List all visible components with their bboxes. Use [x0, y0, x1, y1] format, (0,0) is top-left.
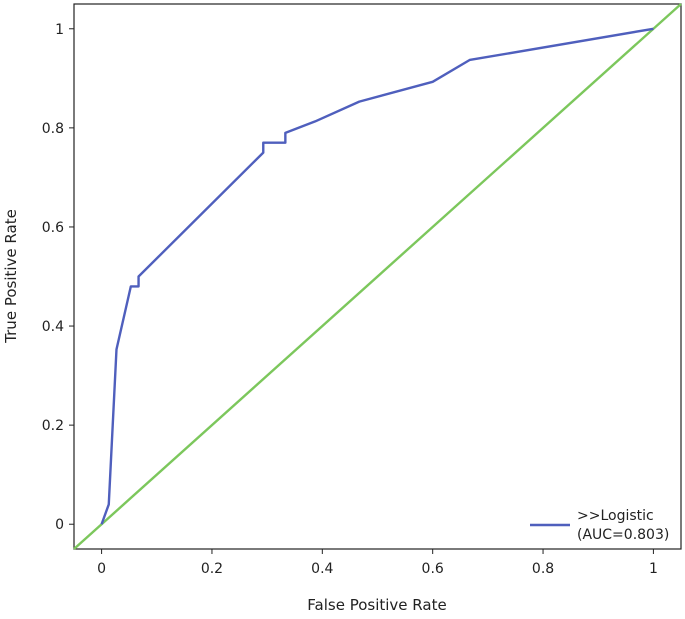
y-axis-label: True Positive Rate	[2, 209, 20, 344]
y-axis-ticks: 0 0.2 0.4 0.6 0.8 1	[42, 22, 74, 533]
roc-curve-logistic	[100, 27, 654, 525]
x-axis-ticks: 0 0.2 0.4 0.6 0.8 1	[97, 549, 658, 577]
y-tick-label: 0.2	[42, 418, 64, 434]
x-tick-label: 0.4	[311, 561, 333, 577]
x-axis-label: False Positive Rate	[307, 596, 446, 614]
chance-diagonal-line	[73, 3, 682, 550]
y-tick-label: 0.8	[42, 121, 64, 137]
x-tick-label: 0.2	[201, 561, 223, 577]
legend: >>Logistic (AUC=0.803)	[530, 508, 669, 543]
x-tick-label: 0	[97, 561, 106, 577]
y-tick-label: 1	[55, 22, 64, 38]
legend-label-line1: >>Logistic	[577, 508, 654, 524]
legend-label-line2: (AUC=0.803)	[577, 527, 669, 543]
y-tick-label: 0.4	[42, 319, 64, 335]
x-tick-label: 1	[649, 561, 658, 577]
series-layer	[73, 3, 682, 550]
y-tick-label: 0.6	[42, 220, 64, 236]
x-tick-label: 0.6	[422, 561, 444, 577]
y-tick-label: 0	[55, 517, 64, 533]
x-tick-label: 0.8	[532, 561, 554, 577]
